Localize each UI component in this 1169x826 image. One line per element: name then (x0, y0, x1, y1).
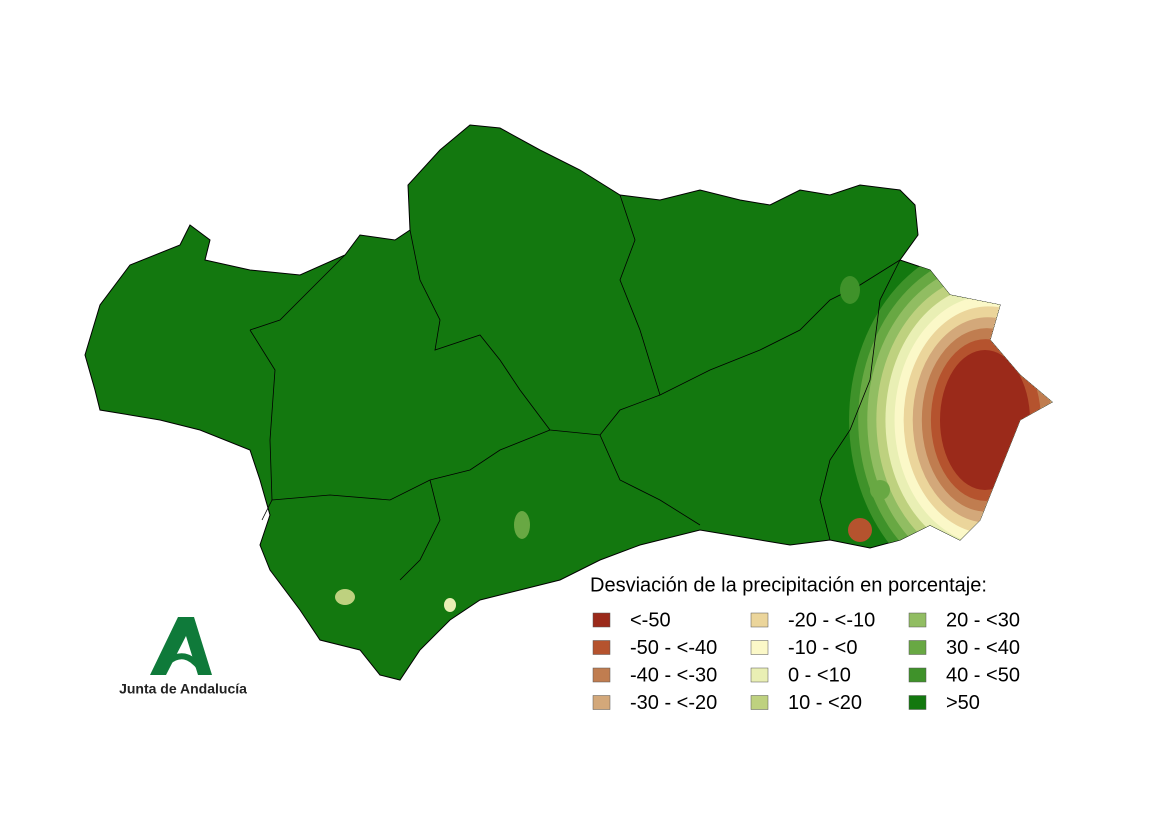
logo-mark (150, 617, 212, 675)
legend-swatch (750, 695, 769, 710)
legend-swatch (908, 667, 927, 683)
logo: Junta de Andalucía (119, 617, 247, 697)
legend-label: -30 - <-20 (630, 692, 717, 714)
legend-label: 20 - <30 (946, 609, 1020, 631)
anomaly-patch (840, 276, 860, 304)
legend-swatch (592, 612, 611, 628)
legend-label: -40 - <-30 (630, 664, 717, 686)
legend-label: 30 - <40 (946, 637, 1020, 659)
legend-label: >50 (946, 692, 980, 714)
anomaly-band (940, 350, 1030, 490)
anomaly-patch (870, 480, 890, 500)
legend-label: -10 - <0 (788, 637, 857, 659)
anomaly-patch (514, 511, 530, 539)
legend-swatch (908, 695, 927, 710)
legend-label: 0 - <10 (788, 664, 851, 686)
anomaly-patch (444, 598, 456, 612)
logo-mark (166, 653, 203, 670)
legend-swatch (908, 612, 927, 628)
legend-label: 10 - <20 (788, 692, 862, 714)
legend-label: 40 - <50 (946, 664, 1020, 686)
legend-swatch (908, 640, 927, 655)
legend-swatch (750, 640, 769, 655)
anomaly-patch (848, 518, 872, 542)
legend-swatch (592, 667, 611, 683)
anomaly-patch (335, 589, 355, 605)
legend-label: -20 - <-10 (788, 609, 875, 631)
logo-text: Junta de Andalucía (119, 681, 247, 697)
anomaly-area (849, 240, 1052, 600)
legend-swatch (592, 640, 611, 655)
legend-swatch (750, 667, 769, 683)
legend-swatch (592, 695, 611, 710)
legend-swatch (750, 612, 769, 628)
legend-label: <-50 (630, 609, 671, 631)
province-borders (249, 194, 901, 581)
legend: <-50 -50 - <-40 -40 - <-30 -30 - <-20 -20 - … (592, 609, 1020, 714)
legend-label: -50 - <-40 (630, 637, 717, 659)
legend-title: Desviación de la precipitación en porcen… (590, 574, 987, 596)
